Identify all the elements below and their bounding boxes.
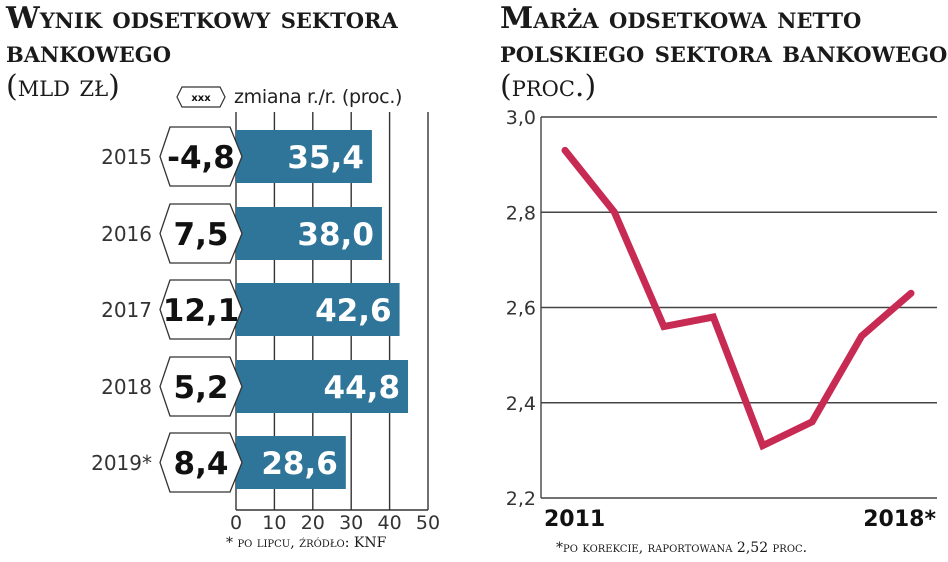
bar-row: 38,0 7,5 2016 <box>101 203 382 264</box>
x-label-end: 2018* <box>863 507 936 532</box>
bar <box>236 283 400 336</box>
change-hex-badge <box>159 126 243 187</box>
left-footnote: * po lipcu, źródło: KNF <box>226 535 387 551</box>
change-value-label: -4,8 <box>167 140 235 176</box>
x-tick-label: 20 <box>301 512 325 534</box>
y-tick-label: 2,2 <box>506 488 536 510</box>
x-tick-label: 30 <box>339 512 363 534</box>
right-chart-unit: (proc.) <box>500 69 597 104</box>
change-hex-badge <box>159 203 243 264</box>
change-hex-badge <box>159 279 243 340</box>
x-label-start: 2011 <box>544 507 605 532</box>
bar-value-label: 38,0 <box>297 217 374 253</box>
left-chart-unit: (mld zł) <box>6 69 120 104</box>
bar-value-label: 35,4 <box>287 140 364 176</box>
bar-row: 35,4 -4,8 2015 <box>101 126 372 187</box>
y-tick-label: 3,0 <box>506 107 536 129</box>
bar <box>236 207 382 260</box>
left-chart-title: Wynik odsetkowy sektora bankowego (mld z… <box>6 2 476 104</box>
legend-label: zmiana r./r. (proc.) <box>234 86 403 108</box>
year-label: 2019* <box>91 451 152 475</box>
change-hex-badge <box>159 432 243 493</box>
y-tick-label: 2,8 <box>506 202 536 224</box>
x-tick-label: 40 <box>378 512 402 534</box>
legend-badge-text: xxx <box>191 93 211 104</box>
bar-row: 28,6 8,4 2019* <box>91 432 346 493</box>
change-value-label: 12,1 <box>163 293 240 329</box>
bar-value-label: 28,6 <box>261 446 338 482</box>
change-value-label: 7,5 <box>174 217 229 253</box>
x-tick-label: 10 <box>262 512 286 534</box>
left-chart-title-text: Wynik odsetkowy sektora bankowego <box>6 1 398 70</box>
bar-chart: 0 10 20 30 40 50 35,4 -4,8 2015 38,0 7,5 2016 42,6 12… <box>91 112 440 534</box>
right-chart-title: Marża odsetkowa netto polskiego sektora … <box>500 2 948 104</box>
bar <box>236 436 346 489</box>
bar-value-label: 42,6 <box>315 293 392 329</box>
y-tick-label: 2,4 <box>506 393 536 415</box>
legend-hex-badge: xxx <box>176 86 226 108</box>
right-chart-title-text: Marża odsetkowa netto polskiego sektora … <box>500 1 948 70</box>
bar-value-label: 44,8 <box>324 370 401 406</box>
change-value-label: 8,4 <box>174 446 229 482</box>
year-label: 2015 <box>101 145 152 169</box>
year-label: 2016 <box>101 222 152 246</box>
y-tick-label: 2,6 <box>506 298 536 320</box>
bar-row: 44,8 5,2 2018 <box>101 356 409 417</box>
change-value-label: 5,2 <box>174 370 229 406</box>
x-tick-label: 50 <box>416 512 440 534</box>
bar <box>236 130 372 183</box>
legend: xxx zmiana r./r. (proc.) <box>176 86 402 108</box>
year-label: 2017 <box>101 298 152 322</box>
nim-line-series <box>561 146 915 451</box>
x-tick-label: 0 <box>230 512 242 534</box>
change-hex-badge <box>159 356 243 417</box>
bar-row: 42,6 12,1 2017 <box>101 279 400 340</box>
right-footnote: *po korekcie, raportowana 2,52 proc. <box>556 540 808 556</box>
year-label: 2018 <box>101 375 152 399</box>
bar <box>236 360 409 413</box>
